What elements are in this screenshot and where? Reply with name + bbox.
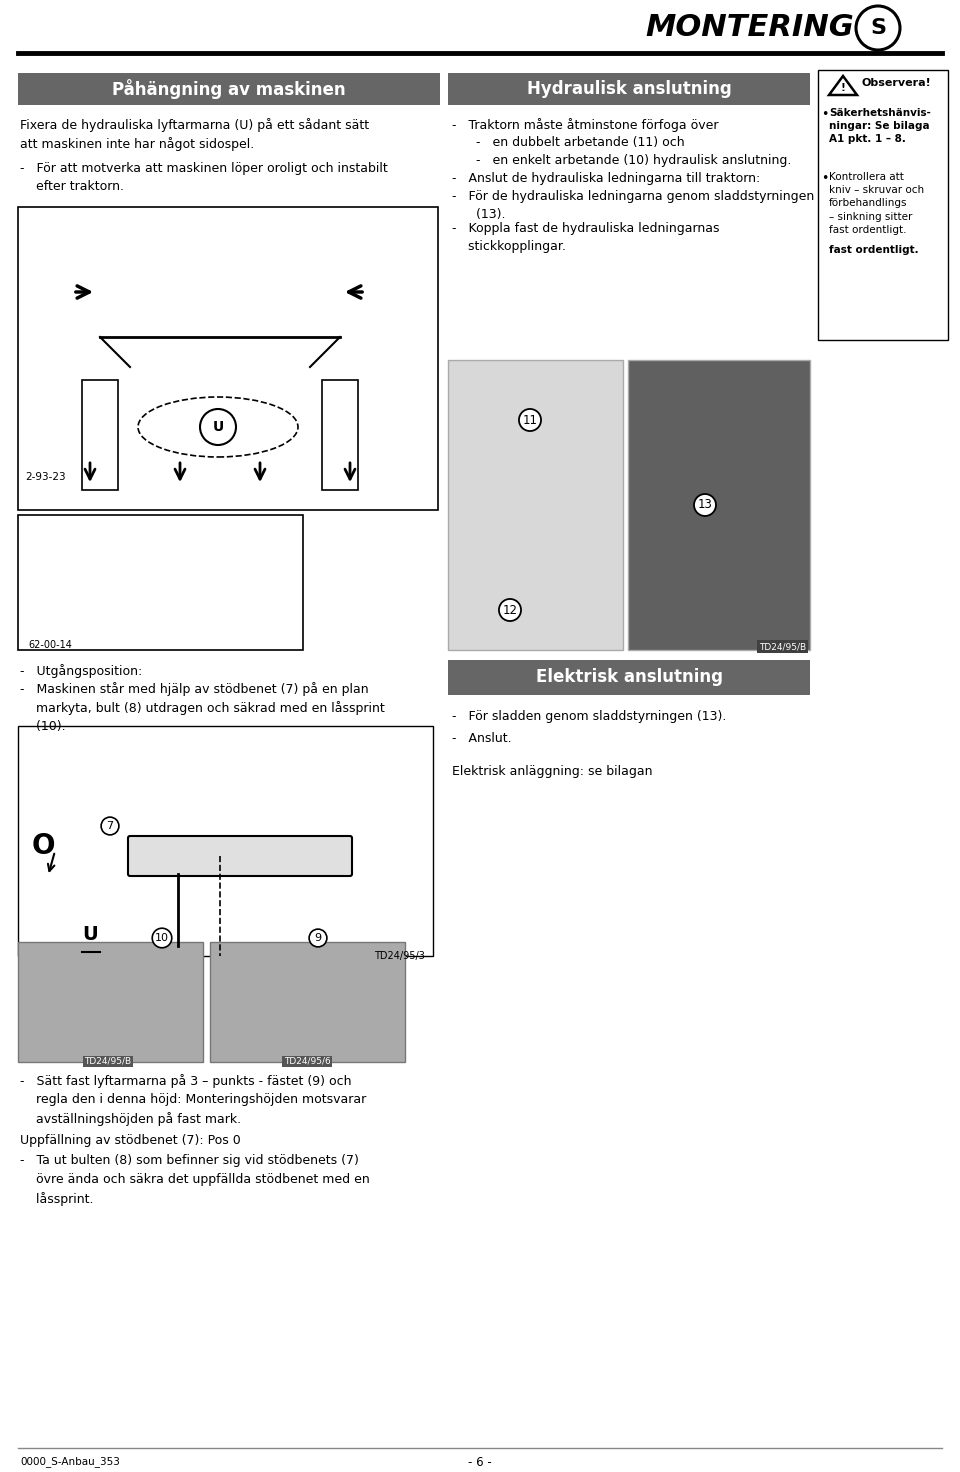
Text: U: U <box>83 924 98 944</box>
FancyBboxPatch shape <box>448 361 623 651</box>
Text: 11: 11 <box>522 414 538 427</box>
Text: - 6 -: - 6 - <box>468 1456 492 1469</box>
Text: -   För de hydrauliska ledningarna genom sladdstyrningen
      (13).: - För de hydrauliska ledningarna genom s… <box>452 190 814 221</box>
Text: •: • <box>821 107 828 121</box>
Text: -   Ta ut bulten (8) som befinner sig vid stödbenets (7)
    övre ända och säkra: - Ta ut bulten (8) som befinner sig vid … <box>20 1154 370 1206</box>
Text: TD24/95/6: TD24/95/6 <box>283 1057 330 1066</box>
Text: 62-00-14: 62-00-14 <box>28 640 72 651</box>
FancyBboxPatch shape <box>18 74 440 105</box>
Text: -   Utgångsposition:: - Utgångsposition: <box>20 664 142 679</box>
Text: U: U <box>212 420 224 434</box>
Text: -   Koppla fast de hydrauliska ledningarnas
    stickkopplingar.: - Koppla fast de hydrauliska ledningarna… <box>452 222 719 253</box>
Text: 0000_S-Anbau_353: 0000_S-Anbau_353 <box>20 1457 120 1468</box>
Text: 7: 7 <box>107 821 113 832</box>
Text: -   För sladden genom sladdstyrningen (13).: - För sladden genom sladdstyrningen (13)… <box>452 710 727 723</box>
Text: Säkerhetshänvis-
ningar: Se bilaga
A1 pkt. 1 – 8.: Säkerhetshänvis- ningar: Se bilaga A1 pk… <box>829 107 931 144</box>
Text: Elektrisk anslutning: Elektrisk anslutning <box>536 668 723 686</box>
Text: -   Traktorn måste åtminstone förfoga över: - Traktorn måste åtminstone förfoga över <box>452 118 718 132</box>
FancyBboxPatch shape <box>128 836 352 876</box>
FancyBboxPatch shape <box>322 380 358 490</box>
Text: Påhängning av maskinen: Påhängning av maskinen <box>112 79 346 99</box>
Text: •: • <box>821 172 828 185</box>
Text: S: S <box>870 18 886 38</box>
Text: -   Maskinen står med hjälp av stödbenet (7) på en plan
    markyta, bult (8) ut: - Maskinen står med hjälp av stödbenet (… <box>20 682 385 733</box>
Text: 12: 12 <box>502 604 517 617</box>
Text: TD24/95/B: TD24/95/B <box>758 642 806 651</box>
Circle shape <box>856 6 900 50</box>
Text: Uppfällning av stödbenet (7): Pos 0: Uppfällning av stödbenet (7): Pos 0 <box>20 1133 241 1147</box>
FancyBboxPatch shape <box>628 361 810 651</box>
FancyBboxPatch shape <box>818 71 948 340</box>
Text: -   Sätt fast lyftarmarna på 3 – punkts - fästet (9) och
    regla den i denna h: - Sätt fast lyftarmarna på 3 – punkts - … <box>20 1075 367 1126</box>
FancyBboxPatch shape <box>18 208 438 509</box>
FancyBboxPatch shape <box>18 726 433 955</box>
Text: 10: 10 <box>155 933 169 944</box>
Text: 2-93-23: 2-93-23 <box>25 473 65 481</box>
FancyBboxPatch shape <box>18 515 303 651</box>
Text: Fixera de hydrauliska lyftarmarna (U) på ett sådant sätt
att maskinen inte har n: Fixera de hydrauliska lyftarmarna (U) på… <box>20 118 370 152</box>
Polygon shape <box>829 77 857 96</box>
Text: -   Anslut.: - Anslut. <box>452 732 512 745</box>
Text: !: ! <box>841 82 846 93</box>
Text: 13: 13 <box>698 499 712 511</box>
Text: Kontrollera att
kniv – skruvar och
förbehandlings
– sinkning sitter
fast ordentl: Kontrollera att kniv – skruvar och förbe… <box>829 172 924 236</box>
Text: -   För att motverka att maskinen löper oroligt och instabilt
    efter traktorn: - För att motverka att maskinen löper or… <box>20 162 388 193</box>
Text: O: O <box>32 832 56 860</box>
FancyBboxPatch shape <box>448 659 810 695</box>
Text: Elektrisk anläggning: se bilagan: Elektrisk anläggning: se bilagan <box>452 765 653 779</box>
Text: fast ordentligt.: fast ordentligt. <box>829 244 919 255</box>
FancyBboxPatch shape <box>448 74 810 105</box>
Text: TD24/95/3: TD24/95/3 <box>374 951 425 961</box>
Text: Observera!: Observera! <box>862 78 932 88</box>
Text: -   en enkelt arbetande (10) hydraulisk anslutning.: - en enkelt arbetande (10) hydraulisk an… <box>452 155 791 166</box>
Text: 9: 9 <box>315 933 322 944</box>
Text: TD24/95/B: TD24/95/B <box>84 1057 132 1066</box>
Text: -   Anslut de hydrauliska ledningarna till traktorn:: - Anslut de hydrauliska ledningarna till… <box>452 172 760 185</box>
Text: MONTERING: MONTERING <box>646 13 854 43</box>
Text: Hydraulisk anslutning: Hydraulisk anslutning <box>527 79 732 99</box>
FancyBboxPatch shape <box>18 942 203 1061</box>
Circle shape <box>200 409 236 445</box>
FancyBboxPatch shape <box>82 380 118 490</box>
FancyBboxPatch shape <box>210 942 405 1061</box>
Text: -   en dubbelt arbetande (11) och: - en dubbelt arbetande (11) och <box>452 135 684 149</box>
